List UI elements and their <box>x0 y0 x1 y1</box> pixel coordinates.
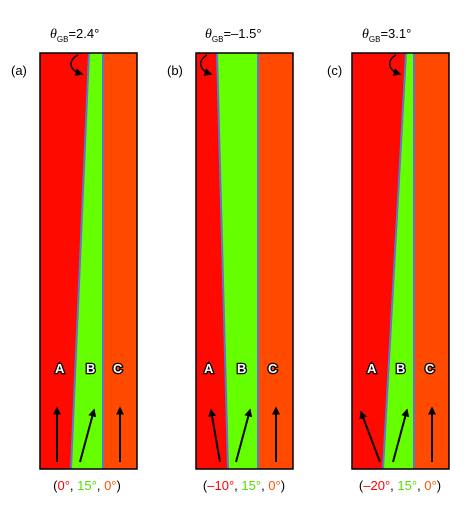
panel-label: (b) <box>167 63 183 78</box>
grain-b-region <box>71 53 103 469</box>
grain-label-b: B <box>396 361 405 376</box>
grain-label-a: A <box>55 361 65 376</box>
grain-strip <box>351 52 450 470</box>
grain-label-c: C <box>268 361 278 376</box>
orientation-arrow-b <box>392 408 410 463</box>
theta-pointer-arrow <box>70 54 84 77</box>
grain-strip <box>195 52 294 470</box>
angle-c: 0° <box>104 478 116 493</box>
angle-c: 0° <box>424 478 436 493</box>
grain-angles: (–20°, 15°, 0°) <box>359 478 441 493</box>
tilted-grain-boundary <box>216 52 229 470</box>
theta-symbol: θ <box>50 27 57 42</box>
theta-symbol: θ <box>362 27 369 42</box>
panel-label: (c) <box>327 63 342 78</box>
theta-pointer-arrow <box>200 54 213 76</box>
panel-c: (c) θGB=3.1° A B C (–20°, 15°, 0°) <box>327 26 450 493</box>
grain-strip <box>39 52 138 470</box>
strip-border <box>351 52 450 470</box>
theta-value: =–1.5° <box>223 26 261 41</box>
angle-b: 15° <box>241 478 261 493</box>
grain-c-region <box>258 53 293 469</box>
angle-a: –10° <box>207 478 234 493</box>
svg-text:θGB=3.1°: θGB=3.1° <box>362 26 411 44</box>
theta-value: =2.4° <box>68 26 99 41</box>
grain-label-b: B <box>237 361 246 376</box>
panel-label: (a) <box>11 63 27 78</box>
grain-angles: (0°, 15°, 0°) <box>53 478 121 493</box>
angle-a: –20° <box>363 478 390 493</box>
grain-b-region <box>217 53 258 469</box>
panel-a: (a) θGB=2.4° A B C (0°, 15°, 0°) <box>11 26 138 493</box>
angle-b: 15° <box>77 478 97 493</box>
orientation-arrow-b <box>235 408 253 463</box>
orientation-arrow-b <box>79 408 97 463</box>
angle-a: 0° <box>57 478 69 493</box>
grain-label-a: A <box>204 361 214 376</box>
panel-b: (b) θGB=–1.5° A B C (–10°, 15°, 0°) <box>167 26 294 493</box>
grain-label-c: C <box>113 361 123 376</box>
svg-text:θGB=–1.5°: θGB=–1.5° <box>205 26 262 44</box>
grain-label-c: C <box>425 361 435 376</box>
theta-value: =3.1° <box>380 26 411 41</box>
grain-label-a: A <box>367 361 377 376</box>
orientation-arrow-a <box>359 410 381 463</box>
grain-c-region <box>414 53 449 469</box>
tilted-grain-boundary <box>70 52 90 470</box>
strip-border <box>195 52 294 470</box>
angle-b: 15° <box>397 478 417 493</box>
theta-gb-label: θGB=2.4° <box>50 26 99 44</box>
strip-border <box>39 52 138 470</box>
theta-symbol: θ <box>205 27 212 42</box>
theta-subscript: GB <box>57 35 69 44</box>
orientation-arrow-a <box>208 408 221 463</box>
grain-label-b: B <box>86 361 95 376</box>
grain-angles: (–10°, 15°, 0°) <box>203 478 285 493</box>
grain-c-region <box>103 53 137 469</box>
theta-pointer-arrow <box>389 54 402 76</box>
theta-gb-label: θGB=–1.5° <box>205 26 262 44</box>
angle-c: 0° <box>268 478 280 493</box>
grain-b-region <box>383 53 414 469</box>
theta-subscript: GB <box>212 35 224 44</box>
theta-gb-label: θGB=3.1° <box>362 26 411 44</box>
theta-subscript: GB <box>369 35 381 44</box>
tilted-grain-boundary <box>382 52 407 470</box>
svg-text:θGB=2.4°: θGB=2.4° <box>50 26 99 44</box>
